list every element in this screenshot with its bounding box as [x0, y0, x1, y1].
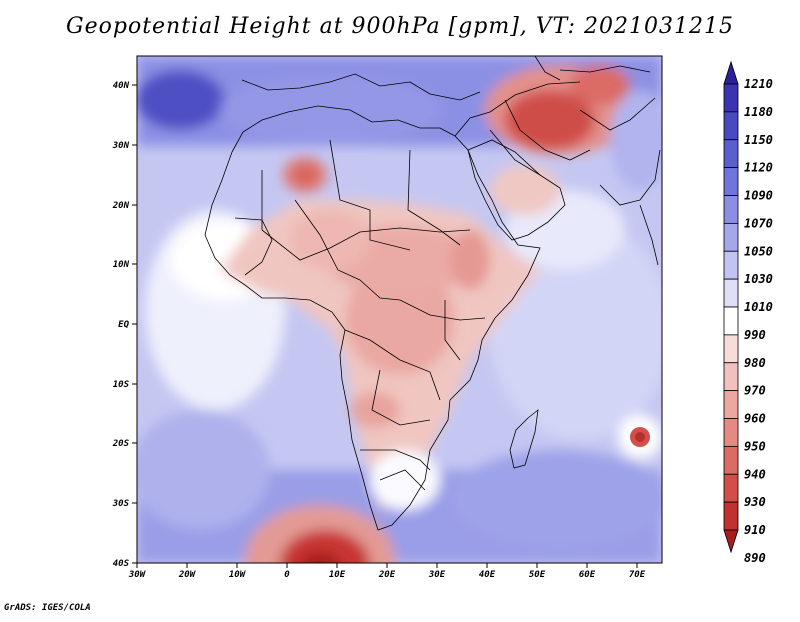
lat-tick-label: 40N: [113, 81, 130, 91]
lat-tick-label: 10S: [113, 380, 130, 390]
lon-tick-label: 30E: [428, 570, 446, 580]
map-panel: 40N 30N 20N 10N EQ 10S 20S 30S 40S 30W 2…: [112, 55, 663, 580]
chart-title: Geopotential Height at 900hPa [gpm], VT:…: [66, 14, 734, 39]
coastlines: [204, 56, 661, 531]
colorbar-label: 990: [744, 328, 766, 342]
colorbar-label: 910: [744, 523, 766, 537]
colorbar-box: [723, 501, 739, 531]
lat-tick-label: 10N: [113, 260, 130, 270]
colorbar-box: [723, 83, 739, 113]
colorbar-label: 930: [744, 495, 766, 509]
colorbar-box: [723, 390, 739, 419]
colorbar-label: 950: [744, 439, 766, 453]
colorbar-label: 960: [744, 412, 766, 426]
lon-tick-label: 0: [284, 570, 290, 580]
colorbar-box: [723, 334, 739, 364]
lon-tick-label: 50E: [529, 570, 546, 580]
lon-tick-label: 30W: [128, 570, 147, 580]
lat-tick-label: 30S: [112, 499, 130, 509]
colorbar-box: [723, 306, 739, 336]
colorbar-box: [723, 278, 739, 308]
colorbar-top-arrow: [723, 60, 739, 85]
lon-tick-label: 10E: [329, 570, 346, 580]
colorbar-legend: 1210 1180 1150 1120 1090 1070 1050 1030 1010 990 9…: [723, 60, 773, 565]
lat-tick-label: 40S: [113, 559, 130, 569]
colorbar-label: 1030: [744, 272, 773, 286]
colorbar-label: 940: [744, 467, 766, 481]
map-frame: [136, 55, 663, 564]
colorbar-box: [723, 195, 739, 224]
colorbar-bottom-arrow: [723, 529, 739, 554]
colorbar-box: [723, 250, 739, 280]
lon-tick-label: 20W: [178, 570, 197, 580]
colorbar-box: [723, 167, 739, 196]
colorbar-box: [723, 222, 739, 252]
colorbar-label: 1120: [744, 161, 773, 175]
colorbar-label: 970: [744, 384, 766, 398]
lon-tick-label: 20E: [378, 570, 396, 580]
longitude-axis: 30W 20W 10W 0 10E 20E 30E 40E 50E 60E 70…: [128, 563, 646, 580]
colorbar-box: [723, 473, 739, 503]
colorbar-label: 1180: [744, 105, 773, 119]
latitude-axis: 40N 30N 20N 10N EQ 10S 20S 30S 40S: [112, 81, 137, 569]
lon-tick-label: 40E: [479, 570, 496, 580]
grads-credit: GrADS: IGES/COLA: [4, 603, 91, 613]
colorbar-label: 890: [744, 551, 766, 565]
colorbar-label: 1150: [744, 133, 773, 147]
colorbar-label: 1210: [744, 77, 773, 91]
lon-tick-label: 10W: [229, 570, 247, 580]
colorbar-box: [723, 362, 739, 392]
colorbar-box: [723, 139, 739, 169]
lat-tick-label: EQ: [118, 320, 129, 330]
colorbar-box: [723, 111, 739, 141]
lat-tick-label: 20S: [112, 439, 130, 449]
lat-tick-label: 30N: [112, 141, 130, 151]
colorbar-label: 1090: [744, 189, 773, 203]
colorbar-label: 1050: [744, 244, 773, 258]
lon-tick-label: 70E: [629, 570, 646, 580]
colorbar-label: 1070: [744, 216, 773, 230]
colorbar-box: [723, 418, 739, 447]
colorbar-label: 1010: [744, 300, 773, 314]
colorbar-box: [723, 445, 739, 475]
lat-tick-label: 20N: [112, 201, 130, 211]
colorbar-label: 980: [744, 356, 766, 370]
lon-tick-label: 60E: [579, 570, 596, 580]
